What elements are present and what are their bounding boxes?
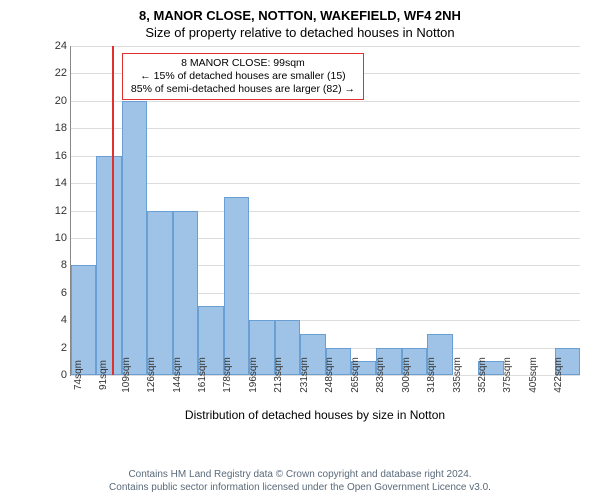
x-tick-label: 265sqm [346,357,361,393]
x-axis-label: Distribution of detached houses by size … [185,408,445,422]
y-tick-label: 14 [55,177,71,189]
y-tick-label: 16 [55,150,71,162]
x-tick-label: 318sqm [422,357,437,393]
x-tick-label: 375sqm [499,357,514,393]
x-tick-label: 91sqm [94,360,109,390]
bar-slot: 405sqm [529,46,554,375]
bar-slot: 375sqm [504,46,529,375]
bar [71,265,96,375]
y-tick-label: 6 [61,287,71,299]
x-tick-label: 352sqm [473,357,488,393]
x-tick-label: 283sqm [371,357,386,393]
y-tick-label: 4 [61,314,71,326]
bar [147,211,172,376]
x-tick-label: 248sqm [320,357,335,393]
plot-region: 74sqm91sqm109sqm126sqm144sqm161sqm178sqm… [70,46,580,376]
y-tick-label: 18 [55,122,71,134]
footer-attribution: Contains HM Land Registry data © Crown c… [0,469,600,494]
bar-slot: 352sqm [478,46,503,375]
footer-line-1: Contains HM Land Registry data © Crown c… [0,469,600,482]
annotation-line: ← 15% of detached houses are smaller (15… [131,70,355,83]
y-tick-label: 2 [61,342,71,354]
bar-slot: 318sqm [427,46,452,375]
x-tick-label: 178sqm [219,357,234,393]
chart-title-line2: Size of property relative to detached ho… [0,25,600,42]
bar [96,156,121,375]
x-tick-label: 144sqm [168,357,183,393]
bar [122,101,147,375]
x-tick-label: 231sqm [295,357,310,393]
x-tick-label: 422sqm [550,357,565,393]
x-tick-label: 126sqm [142,357,157,393]
bar-slot: 91sqm [96,46,121,375]
y-tick-label: 8 [61,259,71,271]
chart-title-line1: 8, MANOR CLOSE, NOTTON, WAKEFIELD, WF4 2… [0,0,600,25]
annotation-line: 8 MANOR CLOSE: 99sqm [131,57,355,70]
x-tick-label: 335sqm [448,357,463,393]
x-tick-label: 196sqm [244,357,259,393]
y-tick-label: 20 [55,95,71,107]
bar [173,211,198,376]
x-tick-label: 300sqm [397,357,412,393]
bar-slot: 74sqm [71,46,96,375]
x-tick-label: 109sqm [117,357,132,393]
chart-area: Number of detached properties 74sqm91sqm… [50,46,580,416]
x-tick-label: 213sqm [270,357,285,393]
bar-slot: 335sqm [453,46,478,375]
y-tick-label: 24 [55,40,71,52]
annotation-box: 8 MANOR CLOSE: 99sqm← 15% of detached ho… [122,53,364,100]
x-tick-label: 161sqm [193,357,208,393]
bar-slot: 422sqm [555,46,580,375]
y-tick-label: 22 [55,67,71,79]
reference-line [112,46,114,375]
footer-line-2: Contains public sector information licen… [0,482,600,495]
y-tick-label: 10 [55,232,71,244]
y-tick-label: 12 [55,205,71,217]
annotation-line: 85% of semi-detached houses are larger (… [131,83,355,96]
y-tick-label: 0 [61,369,71,381]
bar-slot: 283sqm [376,46,401,375]
bar-slot: 300sqm [402,46,427,375]
bar [224,197,249,375]
x-tick-label: 405sqm [524,357,539,393]
